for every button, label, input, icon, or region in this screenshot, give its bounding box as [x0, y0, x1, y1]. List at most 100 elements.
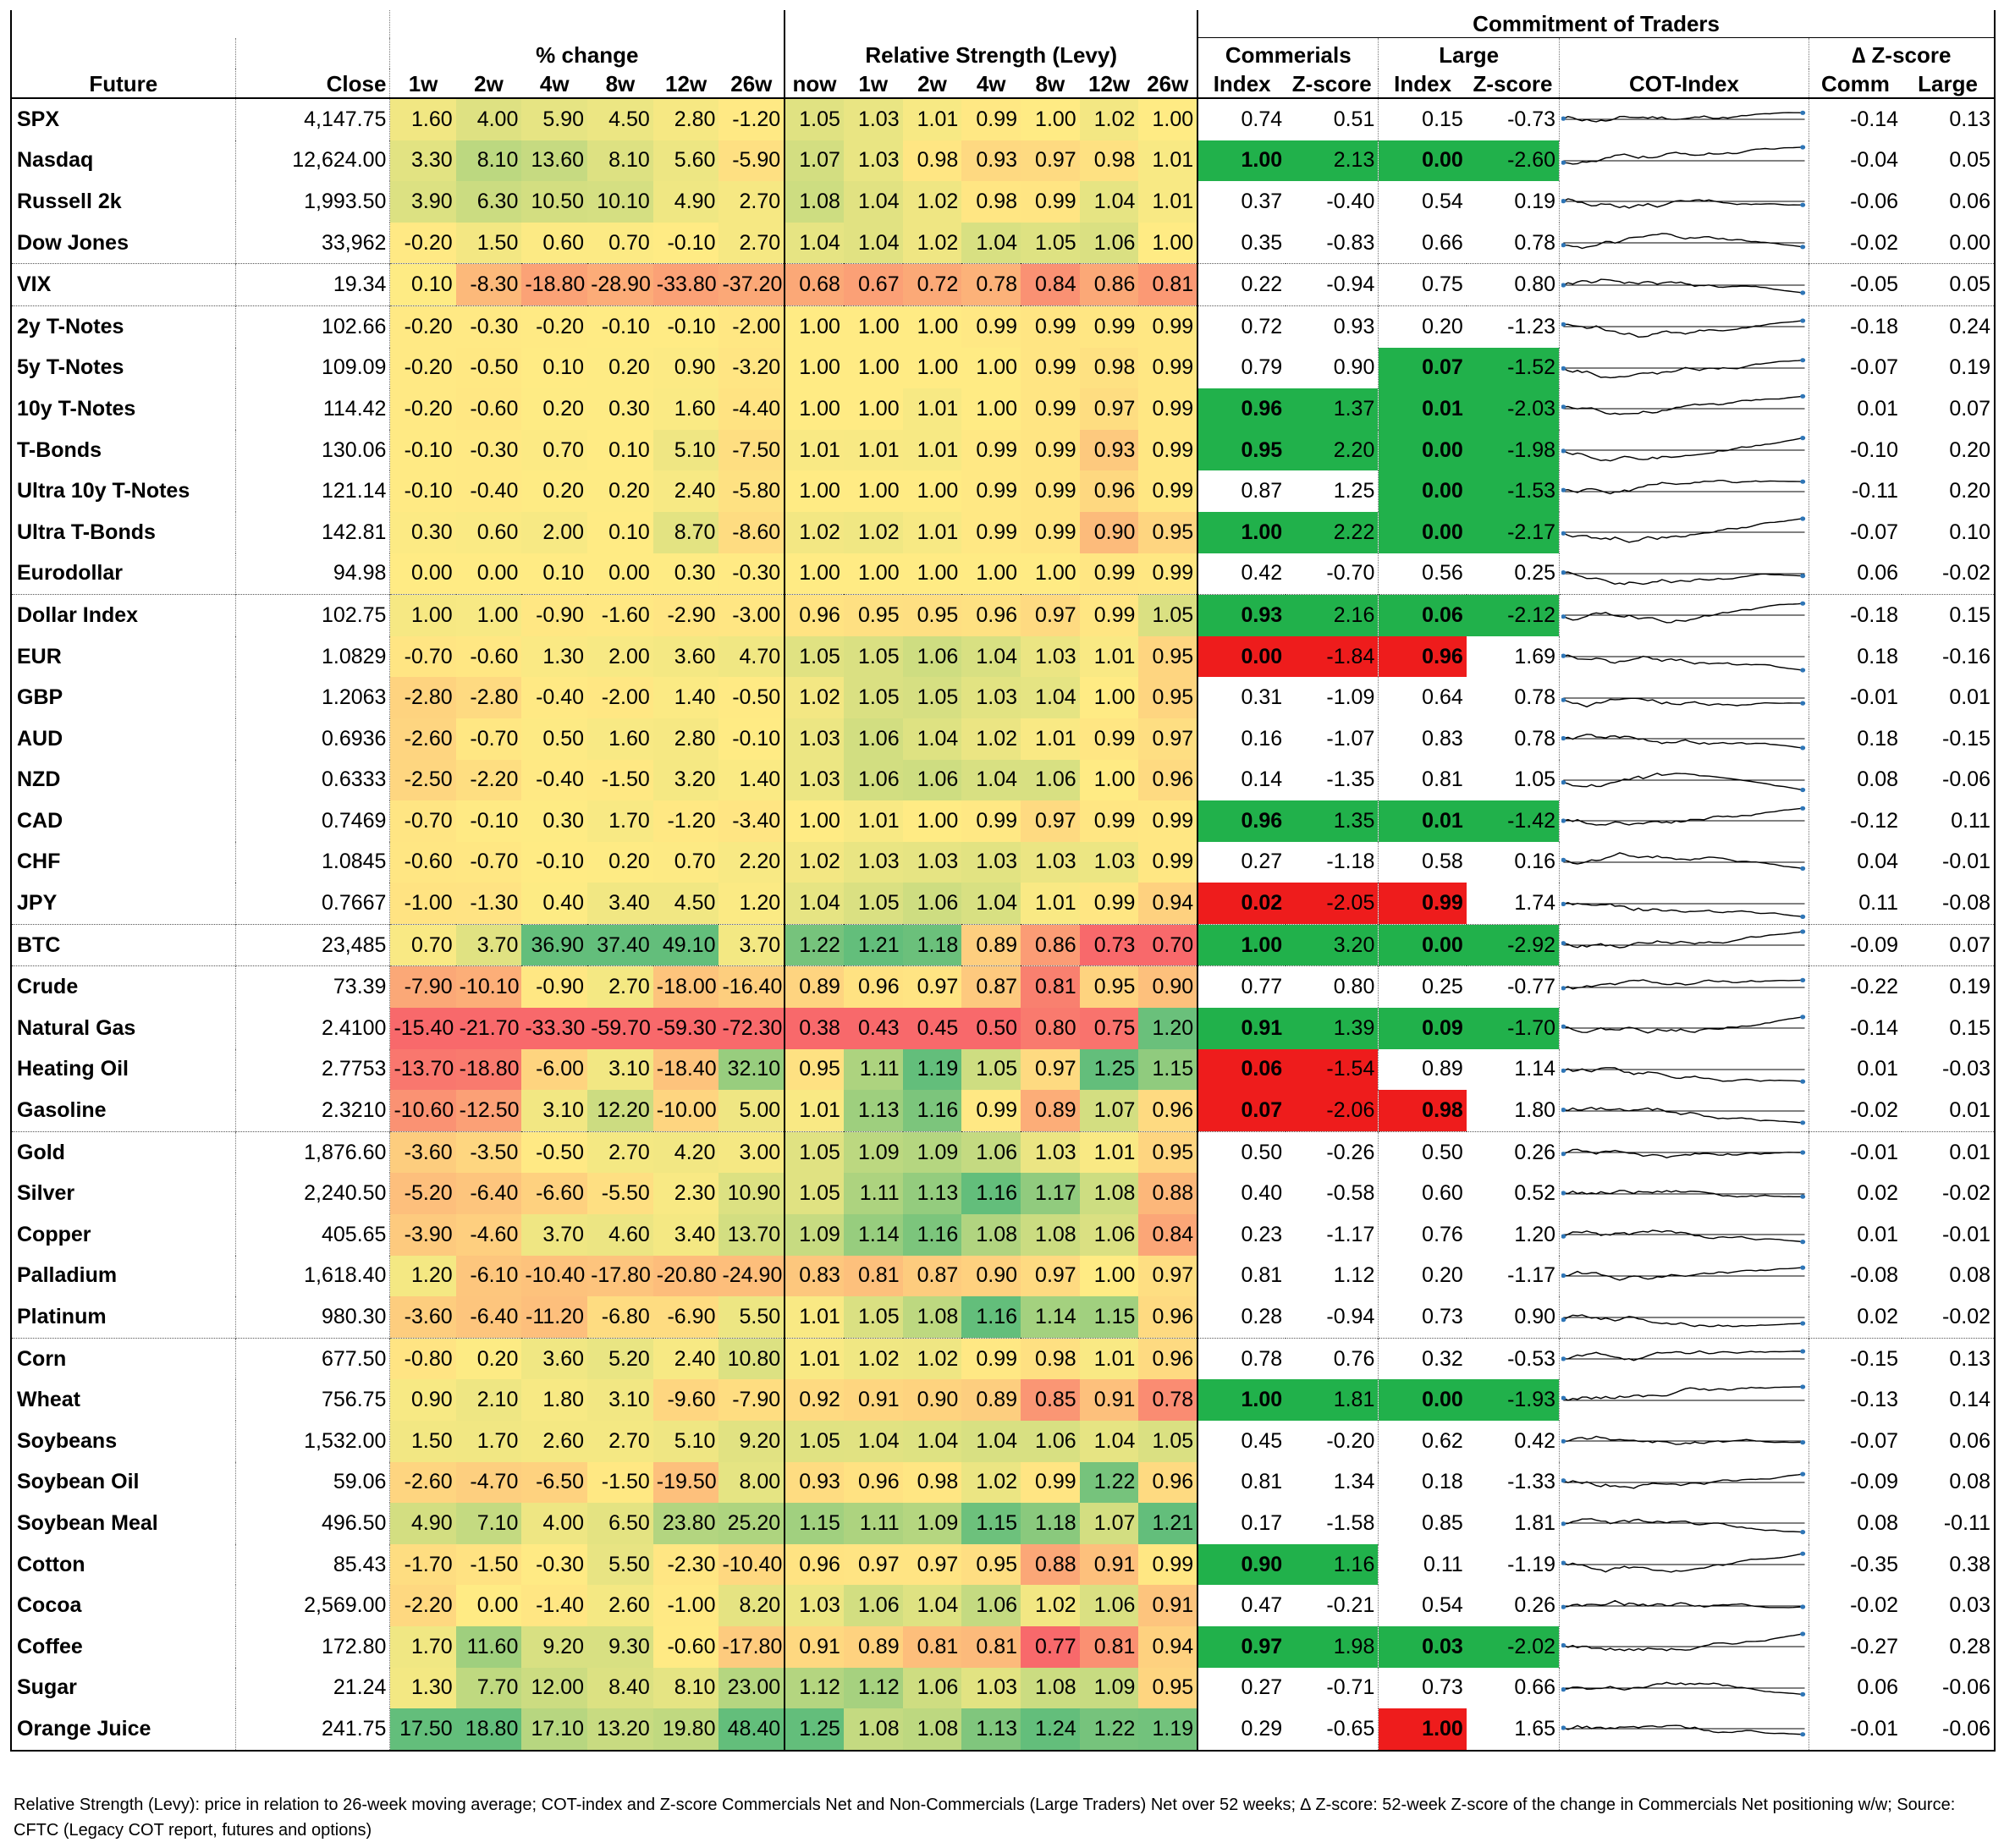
rel-strength-cell: 0.93 [784, 1461, 844, 1504]
pct-change-cell: 18.80 [455, 1708, 522, 1752]
rel-strength-cell: 0.99 [1138, 347, 1198, 389]
comm-zscore-cell: -0.83 [1326, 230, 1375, 255]
sparkline-path [1562, 1313, 1803, 1327]
comm-zscore-cell: 1.35 [1286, 800, 1379, 842]
dz-large-cell: -0.15 [1902, 718, 1996, 760]
close-value: 241.75 [234, 1708, 390, 1752]
large-index-cell: 0.00 [1378, 511, 1467, 553]
large-zscore-cell: -2.60 [1466, 140, 1560, 182]
pct-change-cell: -0.70 [455, 841, 522, 883]
large-index-cell: 0.00 [1378, 923, 1467, 966]
large-index-cell: 0.11 [1378, 1543, 1467, 1586]
rel-strength-cell: 1.02 [784, 841, 844, 883]
large-index-header: Index [1378, 69, 1467, 98]
pct-change-cell: 1.50 [389, 1421, 456, 1462]
sparkline-path [1562, 437, 1803, 462]
pct-change-cell: -16.40 [718, 965, 785, 1009]
future-name: EUR [9, 635, 236, 678]
dz-comm-cell: -0.01 [1808, 1708, 1902, 1752]
pct-change-cell: -0.40 [455, 470, 522, 512]
sparkline-path [1563, 901, 1803, 917]
sparkline-marker [1561, 366, 1566, 371]
dz-large-cell: 0.05 [1902, 140, 1996, 182]
rel-strength-cell: 0.95 [1138, 677, 1198, 718]
rel-strength-cell: 0.81 [1138, 263, 1198, 306]
rel-strength-cell: 0.96 [1138, 1296, 1198, 1339]
rel-strength-cell: 1.03 [843, 841, 903, 883]
pct-change-cell: 0.00 [587, 553, 653, 595]
rel-strength-cell: 1.00 [961, 347, 1021, 389]
dz-large-cell: 0.28 [1902, 1625, 1996, 1668]
dz-large-cell: 0.24 [1902, 305, 1996, 348]
pct-change-cell: 0.10 [521, 347, 588, 389]
comm-index-cell: 0.27 [1197, 841, 1286, 883]
rel-strength-cell: 1.09 [902, 1503, 962, 1544]
comm-index-cell: 1.00 [1197, 1379, 1286, 1421]
comm-index-cell: 0.72 [1197, 305, 1286, 348]
comm-index-cell: 0.23 [1197, 1214, 1286, 1256]
dz-large-cell: 0.20 [1902, 429, 1996, 471]
large-index-cell: 0.60 [1378, 1173, 1467, 1215]
cot-index-sparkline [1559, 1048, 1809, 1091]
close-value: 0.6333 [234, 759, 390, 801]
rel-strength-cell: 0.89 [784, 965, 844, 1009]
rel-strength-cell: 1.01 [784, 1296, 844, 1339]
rel-strength-cell: 0.97 [843, 1543, 903, 1586]
rel-strength-cell: 1.05 [902, 677, 962, 718]
future-name: Cotton [9, 1543, 236, 1586]
cot-index-sparkline [1559, 800, 1809, 842]
pct-change-cell: 17.10 [521, 1708, 588, 1752]
rel-strength-cell: 1.03 [843, 140, 903, 182]
rel-strength-cell: 1.07 [1079, 1503, 1139, 1544]
rel-strength-cell: 0.99 [961, 305, 1021, 348]
pct-change-cell: 8.40 [587, 1667, 653, 1709]
rel-strength-cell: 1.00 [784, 553, 844, 595]
large-header: Large [1378, 37, 1560, 69]
comm-index-cell: 0.06 [1197, 1048, 1286, 1091]
large-zscore-cell: 1.20 [1514, 1222, 1556, 1246]
rel-strength-cell: 1.00 [843, 553, 903, 595]
rel-strength-cell: 0.99 [1079, 800, 1139, 842]
dz-comm-cell: 0.04 [1808, 841, 1902, 883]
rel-strength-cell: 0.81 [1021, 965, 1080, 1009]
dz-large-cell: 0.10 [1902, 511, 1996, 553]
pct-change-cell: 4.20 [652, 1130, 719, 1174]
comm-zscore-cell: 2.20 [1286, 429, 1379, 471]
cot-index-sparkline [1559, 553, 1809, 595]
rel-strength-cell: 0.89 [961, 923, 1021, 966]
pct-change-cell: -3.60 [389, 1130, 456, 1174]
table-row: BTC 23,485 0.70 3.70 36.90 37.40 49.10 3.70 1.22… [9, 923, 1996, 966]
close-value: 677.50 [234, 1337, 390, 1380]
sparkline-path [1563, 233, 1803, 250]
pct-change-cell: 4.90 [389, 1503, 456, 1544]
pct-change-cell: 4.50 [587, 98, 653, 140]
rel-strength-cell: 0.98 [961, 181, 1021, 223]
comm-index-cell: 0.35 [1197, 222, 1286, 264]
dz-comm-cell: 0.11 [1808, 883, 1902, 925]
rel-strength-cell: 0.96 [784, 1543, 844, 1586]
sparkline-path [1563, 1267, 1803, 1281]
close-value: 0.6936 [234, 718, 390, 760]
pct-change-cell: -5.50 [587, 1173, 653, 1215]
rel-strength-cell: 0.85 [1021, 1379, 1080, 1421]
large-zscore-cell: 1.74 [1514, 891, 1556, 916]
comm-zscore-cell: 2.16 [1286, 594, 1379, 636]
pct-change-cell: -2.00 [587, 677, 653, 718]
pct-change-cell: -10.40 [521, 1255, 588, 1297]
rel-strength-cell: 1.08 [961, 1214, 1021, 1256]
rel-strength-cell: 1.13 [961, 1708, 1021, 1752]
rel-strength-cell: 1.05 [843, 635, 903, 678]
table-row: Sugar 21.24 1.30 7.70 12.00 8.40 8.10 23.00 1.12… [9, 1667, 1996, 1709]
future-name: 10y T-Notes [9, 388, 236, 430]
sparkline-marker [1561, 818, 1566, 823]
pct-change-cell: -3.20 [718, 347, 785, 389]
pct-change-cell: 5.00 [718, 1090, 785, 1132]
sparkline-marker [1561, 779, 1566, 784]
rs-col-header: 26w [1138, 69, 1198, 98]
future-name: Russell 2k [9, 181, 236, 223]
rel-strength-cell: 1.09 [1079, 1667, 1139, 1709]
pct-change-cell: -0.10 [521, 841, 588, 883]
rel-strength-cell: 0.96 [1138, 1090, 1198, 1132]
pct-change-cell: 8.10 [587, 140, 653, 182]
sparkline-path [1563, 518, 1803, 543]
